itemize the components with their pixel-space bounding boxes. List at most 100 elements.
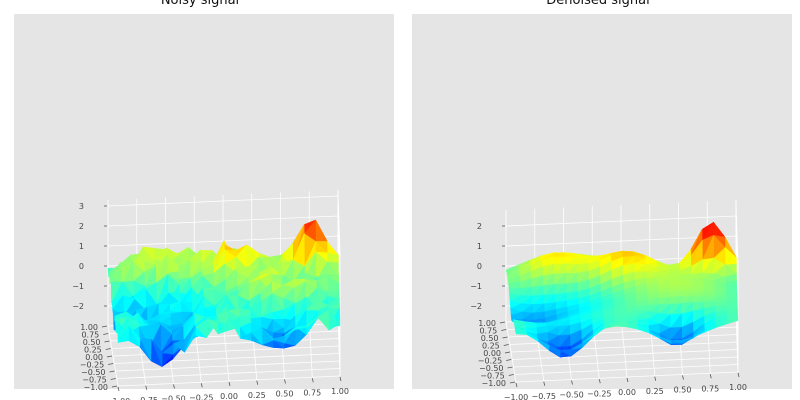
x-tick-mark [682, 375, 684, 380]
surface [107, 219, 341, 368]
y-tick-mark [104, 340, 110, 343]
y-tick-label: −0.25 [80, 361, 105, 370]
y-tick-label: 1.00 [478, 319, 496, 328]
surface-facet [626, 326, 639, 330]
x-tick-label: 0.75 [303, 388, 321, 397]
x-tick-mark [626, 377, 629, 383]
denoised-signal-panel: −2 −1 0 1 2 −1.00 −0.75 −0.50 −0.25 0.00 0.25 0.50 0… [404, 0, 792, 400]
surface-facet [295, 325, 307, 330]
surface-facet [151, 339, 163, 367]
grid-line [107, 215, 341, 277]
surface-facet [306, 316, 319, 328]
x-tick-mark [654, 376, 657, 381]
x-tick-label: −1.00 [504, 393, 529, 400]
z-tick-label: 1 [79, 242, 84, 251]
z-tick-label: −2 [72, 302, 84, 311]
y-tick-mark [499, 321, 506, 324]
y-tick-label: 0.50 [83, 338, 101, 347]
y-tick-label: −0.25 [478, 357, 503, 366]
denoised-signal-chart: −2−1012−1.00−0.75−0.50−0.250.000.250.500… [412, 14, 792, 400]
x-tick-label: 1.00 [729, 383, 747, 392]
y-tick-mark [501, 329, 507, 331]
y-tick-label: 0.75 [81, 331, 99, 340]
x-tick-label: −0.75 [133, 396, 158, 400]
y-tick-label: 0.75 [479, 327, 497, 336]
x-tick-mark [200, 383, 203, 388]
surface-facet [682, 336, 694, 341]
y-tick-mark [106, 355, 113, 358]
surface-facet [726, 317, 739, 325]
x-tick-label: −0.50 [161, 395, 186, 400]
x-tick-mark [543, 381, 546, 386]
x-tick-label: −0.25 [587, 389, 612, 398]
surface-facet [173, 339, 185, 353]
x-tick-label: −0.75 [531, 392, 556, 400]
surface-facet [250, 328, 263, 346]
x-tick-label: 1.00 [331, 387, 349, 396]
surface-facet [571, 342, 583, 350]
y-tick-label: 0.25 [84, 346, 102, 355]
x-tick-mark [117, 386, 120, 392]
y-tick-label: −0.50 [81, 368, 106, 377]
surface-facet [538, 338, 550, 351]
x-tick-mark [709, 374, 712, 379]
y-tick-label: 0.00 [85, 353, 103, 362]
y-tick-mark [504, 351, 511, 354]
z-tick-label: −1 [470, 282, 482, 291]
x-tick-label: −0.50 [559, 391, 584, 400]
x-tick-mark [284, 379, 286, 384]
surface-facet [228, 317, 241, 339]
x-tick-label: 0.00 [618, 388, 636, 397]
surface-facet [128, 325, 141, 348]
z-tick-label: 1 [477, 242, 482, 251]
surface-facet [593, 327, 606, 335]
surface-facet [206, 318, 219, 335]
noisy-signal-chart: −2−10123−1.00−0.75−0.50−0.250.000.250.50… [14, 14, 394, 400]
x-tick-mark [737, 372, 740, 378]
x-tick-label: 0.25 [248, 391, 266, 400]
z-tick-label: 0 [79, 262, 84, 271]
y-tick-mark [509, 381, 516, 384]
surface-facet [117, 325, 130, 343]
y-tick-label: −0.50 [479, 364, 504, 373]
surface-facet [184, 326, 196, 353]
surface-facet [272, 335, 285, 344]
z-tick-label: 2 [477, 222, 482, 231]
y-tick-mark [503, 344, 509, 346]
x-tick-label: 0.25 [646, 387, 664, 396]
x-tick-label: 0.00 [220, 392, 238, 400]
noisy-signal-title: Noisy signal [160, 0, 240, 8]
z-tick-label: 2 [79, 222, 84, 231]
y-tick-mark [109, 370, 115, 373]
surface-facet [262, 328, 274, 341]
x-tick-label: −0.25 [189, 393, 214, 400]
surface-facet [239, 332, 252, 341]
x-tick-label: 0.75 [701, 384, 719, 393]
surface-facet [704, 324, 717, 333]
surface-facet [515, 333, 528, 336]
surface-facet [328, 316, 341, 331]
surface-facet [317, 309, 330, 331]
surface-facet [671, 339, 683, 344]
y-tick-mark [507, 366, 513, 369]
y-tick-label: −0.75 [82, 376, 107, 385]
grid-line [505, 215, 739, 277]
y-tick-mark [502, 336, 508, 339]
surface-facet [549, 345, 561, 358]
surface-facet [615, 324, 628, 328]
y-tick-mark [110, 378, 116, 380]
y-tick-mark [506, 359, 512, 361]
grid-line [107, 235, 341, 297]
y-tick-mark [105, 348, 111, 350]
y-tick-mark [101, 325, 108, 328]
y-tick-label: −1.00 [83, 383, 108, 392]
y-tick-label: 1.00 [80, 323, 98, 332]
surface-facet [660, 337, 672, 344]
y-tick-label: 0.50 [481, 334, 499, 343]
y-tick-label: −0.75 [480, 372, 505, 381]
x-tick-mark [228, 381, 231, 387]
denoised-signal-title: Denoised signal [546, 0, 650, 8]
surface-facet [139, 337, 152, 361]
y-tick-label: −1.00 [481, 379, 506, 388]
x-tick-label: −1.00 [106, 397, 131, 400]
